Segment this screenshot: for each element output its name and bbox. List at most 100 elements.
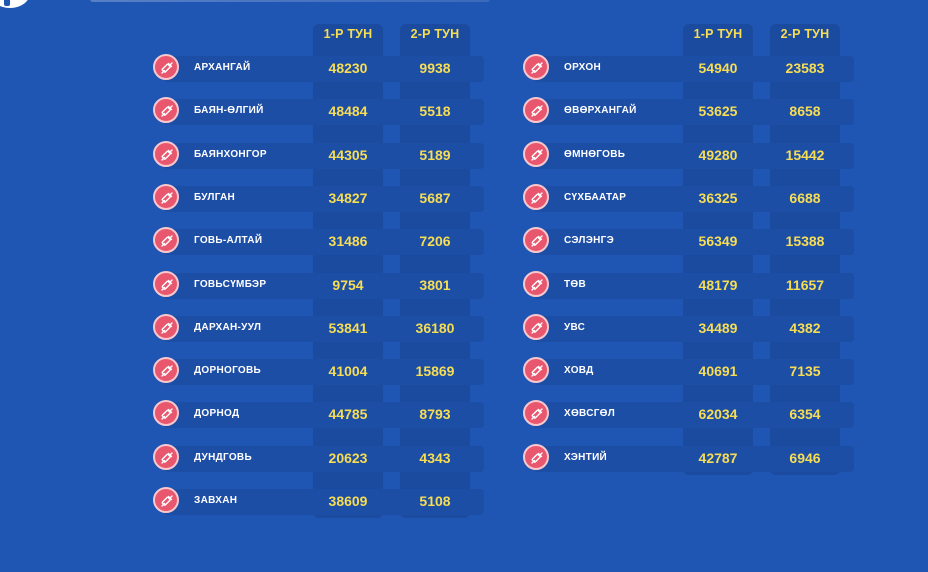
dose2-value: 5687	[419, 189, 451, 206]
region-name: ГОВЬСҮМБЭР	[194, 278, 267, 290]
region-name: ӨМНӨГОВЬ	[564, 148, 626, 160]
syringe-icon	[531, 278, 543, 291]
syringe-icon	[161, 105, 173, 117]
dose1-value: 48179	[698, 276, 738, 293]
row-bar	[164, 402, 484, 429]
dose2-value: 6688	[789, 189, 821, 206]
region-name: ХОВД	[564, 365, 594, 377]
dose1-value: 48230	[328, 60, 368, 76]
syringe-icon	[161, 322, 173, 334]
syringe-badge	[523, 313, 549, 340]
syringe-icon	[531, 365, 543, 377]
row-bar	[164, 359, 484, 386]
row-bar	[164, 229, 484, 256]
region-name: БАЯНХОНГОР	[194, 148, 267, 160]
syringe-icon	[531, 105, 543, 117]
row-bar	[164, 315, 484, 342]
syringe-badge	[523, 357, 549, 384]
row-bar	[534, 272, 854, 299]
right-table: 1-Р ТУН 2-Р ТУН ОРХОН 54940 23583 ӨВӨРХАНГАЙ 5…	[520, 0, 860, 572]
dose1-value: 44785	[328, 406, 368, 423]
dose1-value: 34489	[698, 319, 738, 336]
dose2-value: 9938	[419, 60, 451, 76]
table-row: ДУНДГОВЬ 20623 4343	[150, 443, 490, 475]
row-bar	[164, 489, 484, 515]
region-name: ДУНДГОВЬ	[194, 451, 252, 463]
dose2-value: 6354	[789, 406, 821, 423]
dose2-value: 7206	[419, 233, 451, 250]
syringe-badge	[523, 400, 549, 427]
row-bar	[164, 272, 484, 299]
syringe-icon	[531, 235, 543, 247]
table-row: ДОРНОД 44785 8793	[150, 399, 490, 431]
table-row: ДОРНОГОВЬ 41004 15869	[150, 356, 490, 388]
row-bar	[164, 445, 484, 472]
row-bar	[534, 99, 854, 126]
syringe-icon	[161, 148, 173, 161]
dose1-value: 38609	[328, 493, 368, 509]
region-name: СЭЛЭНГЭ	[564, 235, 615, 247]
region-name: БУЛГАН	[194, 191, 236, 203]
region-name: ОРХОН	[564, 62, 601, 73]
table-row: УВС 34489 4382	[520, 313, 860, 345]
row-bar	[534, 402, 854, 429]
dose2-value: 4382	[789, 319, 821, 336]
column-header-dose1: 1-Р ТУН	[323, 27, 373, 41]
table-row: ХЭНТИЙ 42787 6946	[520, 443, 860, 475]
table-row: ТӨВ 48179 11657	[520, 270, 860, 302]
table-row: ГОВЬСҮМБЭР 9754 3801	[150, 270, 490, 302]
syringe-icon	[161, 235, 173, 247]
syringe-icon	[531, 322, 543, 334]
syringe-icon	[531, 408, 543, 421]
table-row: СҮХБААТАР 36325 6688	[520, 183, 860, 215]
dose2-value: 15388	[785, 233, 825, 250]
dose2-value: 6946	[789, 449, 821, 466]
dose2-value: 5108	[419, 493, 451, 509]
dose2-value: 23583	[785, 60, 825, 76]
syringe-badge	[523, 54, 549, 80]
dose1-value: 62034	[698, 406, 738, 423]
dose2-value: 3801	[419, 276, 451, 293]
syringe-badge	[523, 227, 549, 254]
table-row: ГОВЬ-АЛТАЙ 31486 7206	[150, 226, 490, 258]
syringe-icon	[161, 365, 173, 377]
dose1-value: 53841	[328, 319, 368, 336]
syringe-icon	[531, 148, 543, 161]
syringe-badge	[523, 140, 549, 167]
row-bar	[164, 99, 484, 126]
dose2-value: 11657	[785, 276, 825, 293]
region-name: ХӨВСГӨЛ	[564, 408, 616, 420]
dose1-value: 48484	[328, 103, 368, 120]
dose1-value: 49280	[698, 146, 738, 163]
region-name: УВС	[564, 321, 586, 333]
left-table: 1-Р ТУН 2-Р ТУН АРХАНГАЙ 48230 9938 БАЯН-ӨЛГИ…	[150, 0, 490, 572]
row-bar	[534, 315, 854, 342]
region-name: ӨВӨРХАНГАЙ	[564, 105, 637, 117]
syringe-badge	[153, 97, 179, 124]
syringe-badge	[153, 270, 179, 297]
dose2-value: 15442	[785, 146, 825, 163]
dose2-value: 7135	[789, 363, 821, 380]
row-bar	[534, 229, 854, 256]
syringe-badge	[523, 97, 549, 124]
syringe-badge	[153, 54, 179, 80]
region-name: БАЯН-ӨЛГИЙ	[194, 105, 264, 117]
syringe-badge	[523, 183, 549, 210]
dose2-value: 8658	[789, 103, 821, 120]
region-name: ГОВЬ-АЛТАЙ	[194, 235, 263, 247]
column-header-dose2: 2-Р ТУН	[410, 27, 460, 41]
table-row: ОРХОН 54940 23583	[520, 53, 860, 85]
dose1-value: 41004	[328, 363, 368, 380]
syringe-badge	[153, 227, 179, 254]
syringe-icon	[531, 451, 543, 464]
row-bar	[534, 359, 854, 386]
table-row: ЗАВХАН 38609 5108	[150, 486, 490, 518]
syringe-icon	[161, 62, 173, 74]
dose1-value: 53625	[698, 103, 738, 120]
dose1-value: 54940	[698, 60, 738, 76]
table-row: ХӨВСГӨЛ 62034 6354	[520, 399, 860, 431]
row-bar	[534, 445, 854, 472]
row-bar	[534, 185, 854, 212]
column-header-dose2: 2-Р ТУН	[780, 27, 830, 41]
syringe-badge	[153, 313, 179, 340]
